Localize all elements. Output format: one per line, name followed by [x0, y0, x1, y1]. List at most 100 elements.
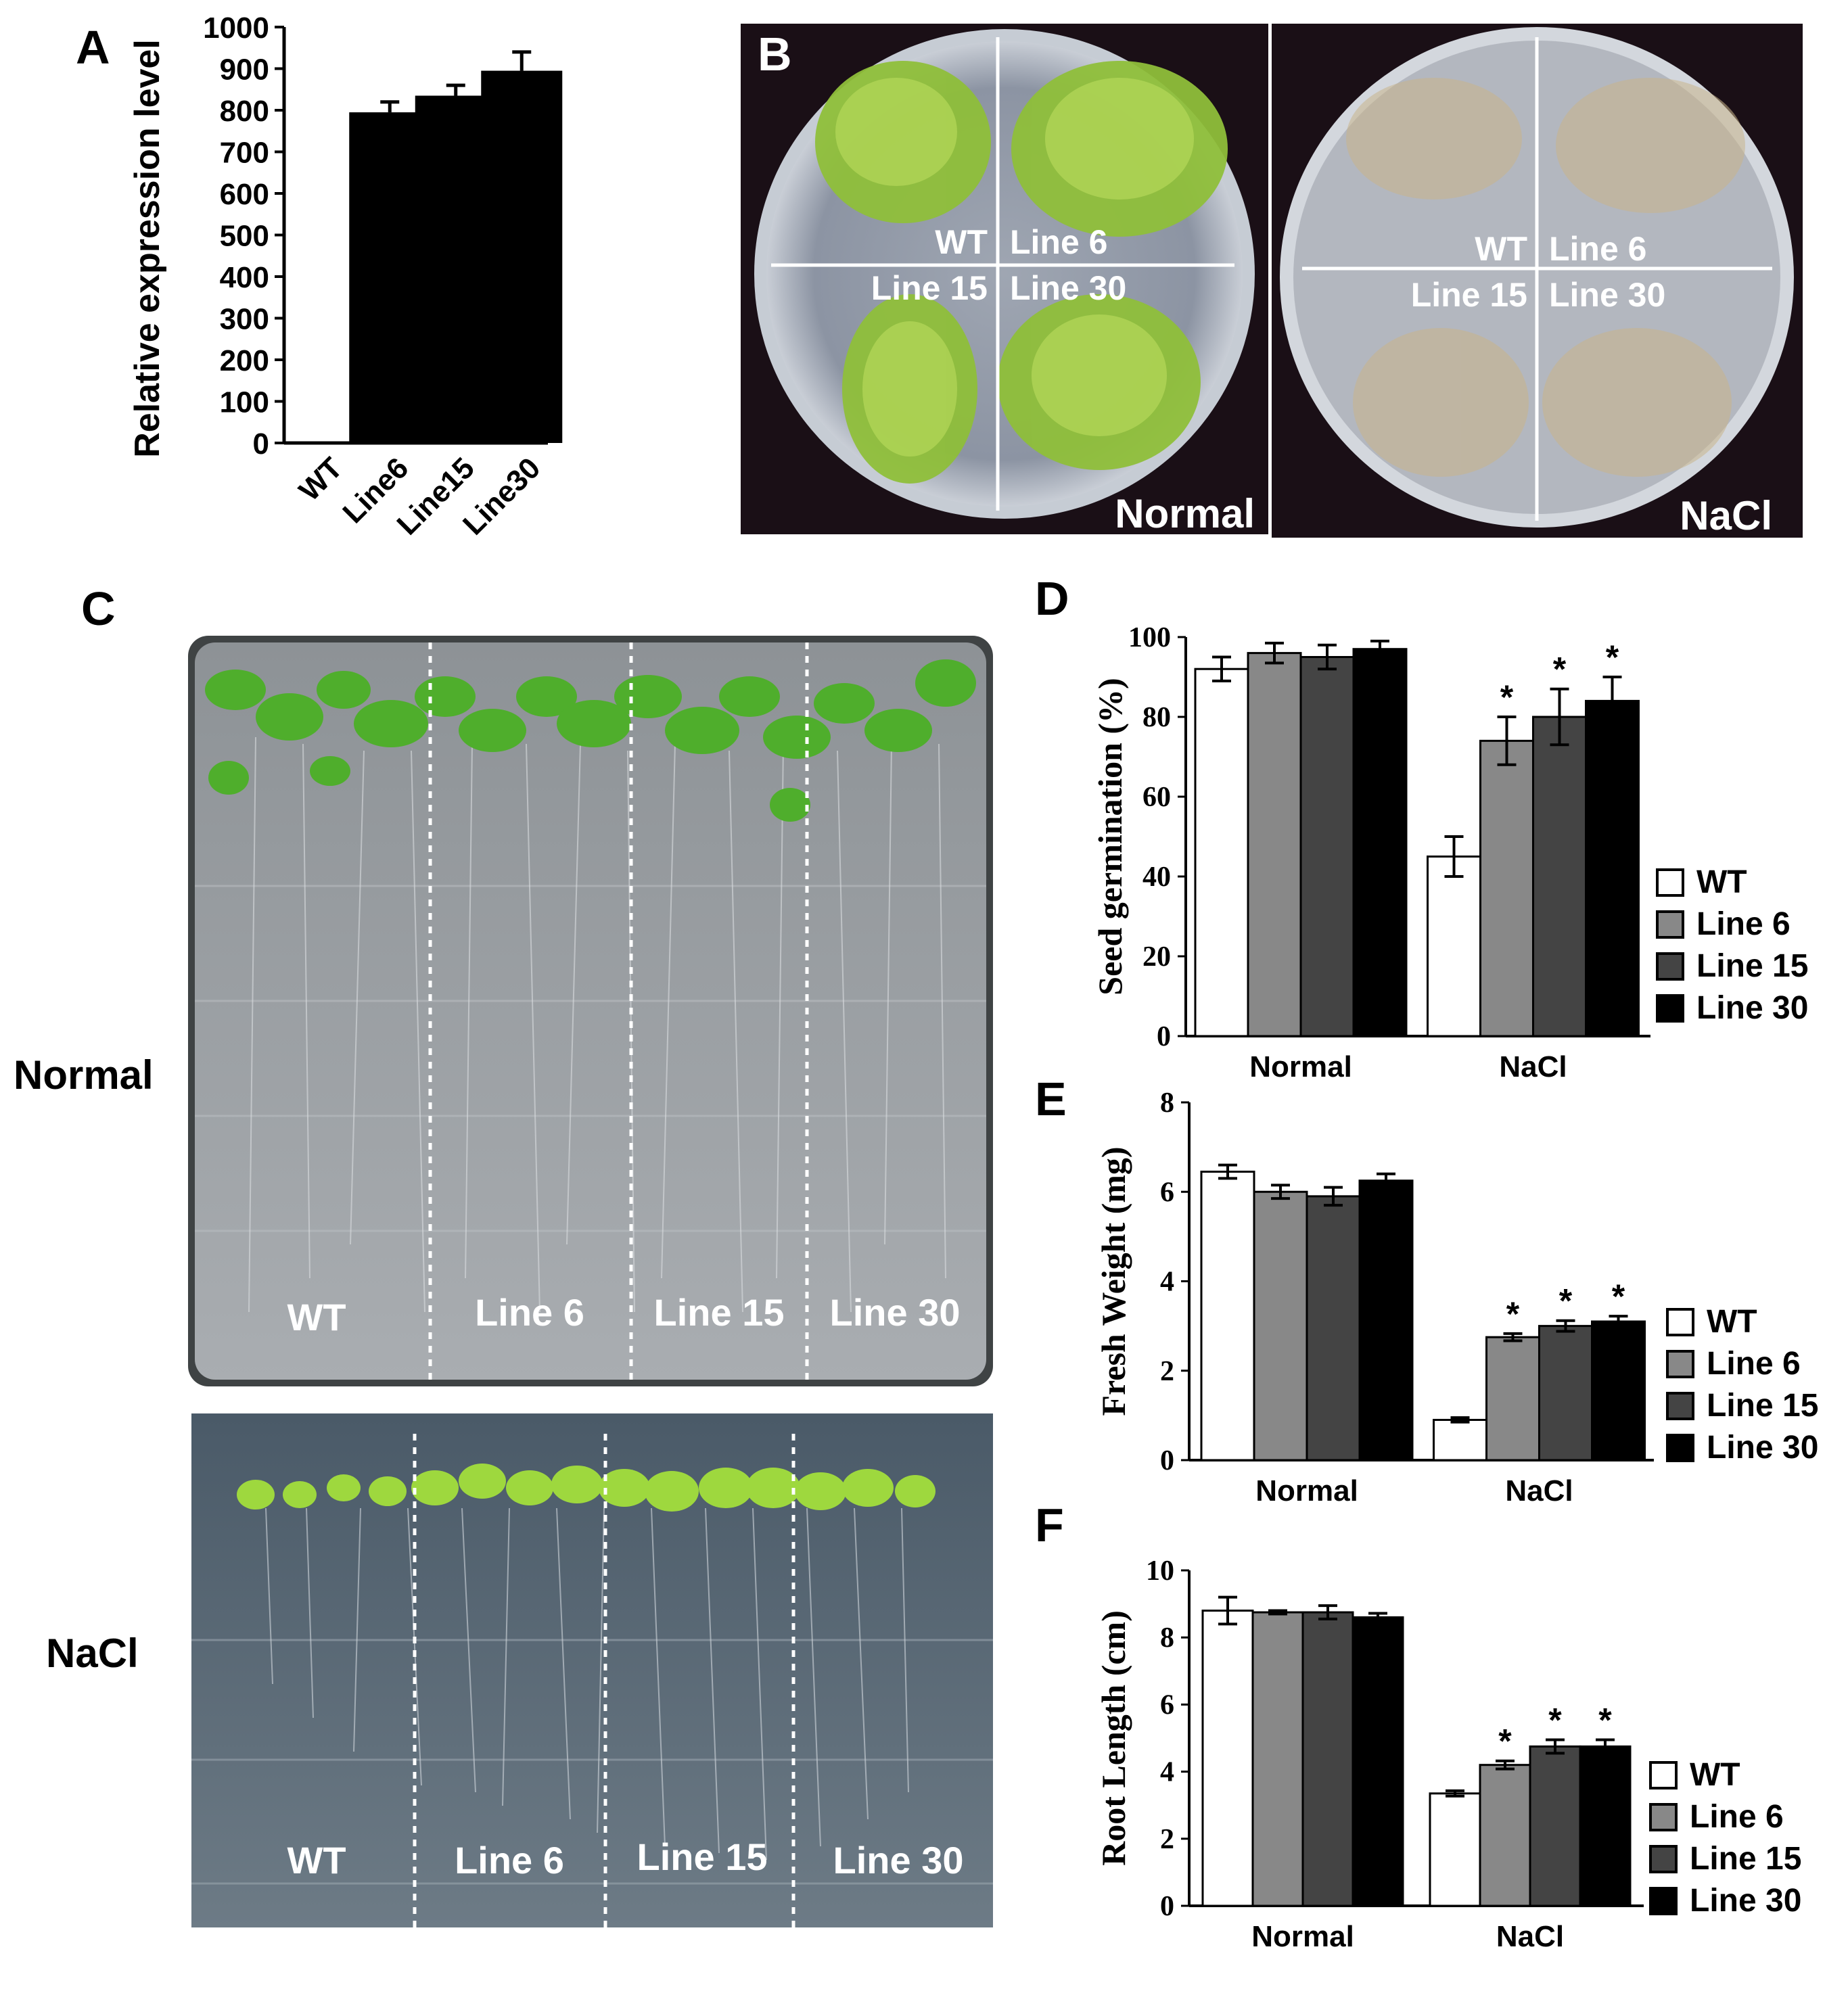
- plate-labels-nacl: WT Line 6 Line 15 Line 30 NaCl: [1411, 230, 1772, 538]
- d-legend-swatch: [1656, 952, 1684, 981]
- panel-letter-c: C: [81, 582, 116, 635]
- plate-photo-nacl: [1272, 24, 1803, 538]
- d-x-tick-label: Normal: [1249, 1050, 1352, 1083]
- e-bar: [1485, 1336, 1540, 1461]
- d-y-tick-label: 20: [1142, 941, 1171, 973]
- e-bar: [1306, 1195, 1361, 1461]
- f-y-tick-label: 10: [1146, 1555, 1174, 1587]
- f-bar: [1301, 1611, 1354, 1907]
- a-y-tick-label: 0: [253, 427, 269, 461]
- d-x-tick-label: NaCl: [1499, 1050, 1567, 1083]
- d-bar: [1479, 739, 1534, 1037]
- f-significance-mark: *: [1548, 1701, 1562, 1739]
- panel-letter-f: F: [1035, 1499, 1064, 1551]
- e-legend-label: Line 15: [1707, 1388, 1818, 1424]
- seedling-photo-normal: [188, 636, 993, 1386]
- f-y-tick-label: 4: [1160, 1757, 1174, 1788]
- seedling-labels-normal: WT Line 6 Line 15 Line 30: [287, 1291, 961, 1338]
- plate-nacl-label-line30: Line 30: [1549, 276, 1665, 314]
- e-legend-label: Line 30: [1707, 1430, 1818, 1466]
- f-legend-swatch: [1649, 1803, 1678, 1831]
- panel-letter-d: D: [1035, 572, 1069, 625]
- plate-nacl-label-wt: WT: [1475, 230, 1527, 268]
- seedling-photo-nacl: [191, 1413, 993, 1927]
- e-legend-swatch: [1666, 1434, 1694, 1462]
- d-bar: [1299, 656, 1355, 1037]
- d-y-tick-label: 100: [1128, 622, 1171, 653]
- f-y-tick-label: 0: [1160, 1891, 1174, 1922]
- d-legend-label: Line 15: [1696, 948, 1808, 984]
- plate-normal-condition: Normal: [1115, 491, 1255, 536]
- nacl-row-label-line6: Line 6: [455, 1839, 564, 1881]
- normal-row-label-line15: Line 15: [654, 1291, 785, 1334]
- panel-letter-b: B: [758, 28, 792, 80]
- a-y-tick-label: 200: [220, 344, 269, 377]
- f-bar: [1201, 1610, 1254, 1907]
- plate-labels-normal: WT Line 6 Line 15 Line 30 Normal: [871, 223, 1255, 536]
- d-bar: [1532, 716, 1587, 1037]
- f-legend-label: Line 15: [1690, 1841, 1801, 1877]
- a-y-tick-label: 100: [220, 386, 269, 419]
- plate-normal-label-line15: Line 15: [871, 269, 988, 307]
- d-legend-swatch: [1656, 994, 1684, 1023]
- normal-row-label-line30: Line 30: [830, 1291, 961, 1334]
- e-x-tick-label: Normal: [1255, 1474, 1358, 1507]
- f-bar: [1251, 1611, 1304, 1907]
- a-y-tick-label: 800: [220, 95, 269, 128]
- e-x-tick-label: NaCl: [1505, 1474, 1573, 1507]
- d-bar: [1352, 648, 1408, 1037]
- nacl-row-label-wt: WT: [287, 1839, 346, 1881]
- e-legend-swatch: [1666, 1350, 1694, 1378]
- f-legend-label: Line 6: [1690, 1799, 1784, 1835]
- nacl-row-label-line30: Line 30: [833, 1839, 964, 1881]
- f-y-tick-label: 6: [1160, 1689, 1174, 1721]
- e-y-tick-label: 6: [1160, 1177, 1174, 1208]
- d-bar: [1585, 699, 1640, 1037]
- f-bar: [1479, 1764, 1531, 1907]
- a-y-tick-label: 900: [220, 53, 269, 87]
- e-y-tick-label: 4: [1160, 1267, 1174, 1298]
- chart-a-expression: 0 100 200 300 400 500 600 700 800 900 1000 Relative…: [128, 11, 563, 542]
- f-x-tick-label: NaCl: [1496, 1920, 1564, 1953]
- d-y-axis-label: Seed germination (%): [1091, 678, 1129, 995]
- d-bar: [1194, 668, 1249, 1037]
- d-significance-mark: *: [1553, 651, 1567, 688]
- a-bar: [283, 442, 365, 443]
- plate-normal-label-line30: Line 30: [1010, 269, 1126, 307]
- plate-normal-label-wt: WT: [935, 223, 988, 261]
- e-significance-mark: *: [1612, 1278, 1625, 1315]
- e-significance-mark: *: [1559, 1282, 1573, 1320]
- f-x-tick-label: Normal: [1251, 1920, 1354, 1953]
- plate-nacl-label-line6: Line 6: [1549, 230, 1646, 268]
- chart-d-germination: 0 20 40 60 80 100 Seed germination (%) Normal * *…: [1091, 622, 1808, 1083]
- a-bar: [481, 70, 563, 443]
- e-bar: [1358, 1179, 1414, 1461]
- d-legend-label: Line 6: [1696, 906, 1791, 942]
- e-y-axis-label: Fresh Weight (mg): [1094, 1146, 1132, 1415]
- chart-e-fresh-weight: 0 2 4 6 8 Fresh Weight (mg) Normal * * * NaCl WT Lin…: [1094, 1087, 1818, 1507]
- f-y-tick-label: 2: [1160, 1824, 1174, 1855]
- row-label-normal: Normal: [14, 1052, 154, 1098]
- d-y-tick-label: 0: [1157, 1021, 1171, 1052]
- plate-photo-normal: [741, 24, 1268, 534]
- plate-nacl-condition: NaCl: [1680, 493, 1772, 538]
- panel-letter-a: A: [76, 21, 110, 74]
- d-legend-label: WT: [1696, 864, 1747, 900]
- d-significance-mark: *: [1606, 638, 1619, 676]
- e-y-tick-label: 0: [1160, 1445, 1174, 1476]
- a-y-tick-label: 600: [220, 178, 269, 211]
- chart-f-root-length: 0 2 4 6 8 10 Root Length (cm) Normal * * * NaCl WT Li…: [1094, 1555, 1801, 1953]
- d-legend-label: Line 30: [1696, 990, 1808, 1026]
- normal-row-label-wt: WT: [287, 1296, 346, 1338]
- e-bar: [1538, 1325, 1593, 1461]
- e-legend-label: Line 6: [1707, 1346, 1801, 1382]
- panel-letter-e: E: [1035, 1073, 1067, 1125]
- plate-nacl-label-line15: Line 15: [1411, 276, 1527, 314]
- d-y-tick-label: 40: [1142, 862, 1171, 893]
- d-legend-swatch: [1656, 868, 1684, 897]
- f-y-tick-label: 8: [1160, 1622, 1174, 1654]
- f-legend-label: Line 30: [1690, 1883, 1801, 1919]
- normal-row-label-line6: Line 6: [475, 1291, 584, 1334]
- d-y-tick-label: 80: [1142, 702, 1171, 733]
- e-legend-swatch: [1666, 1308, 1694, 1336]
